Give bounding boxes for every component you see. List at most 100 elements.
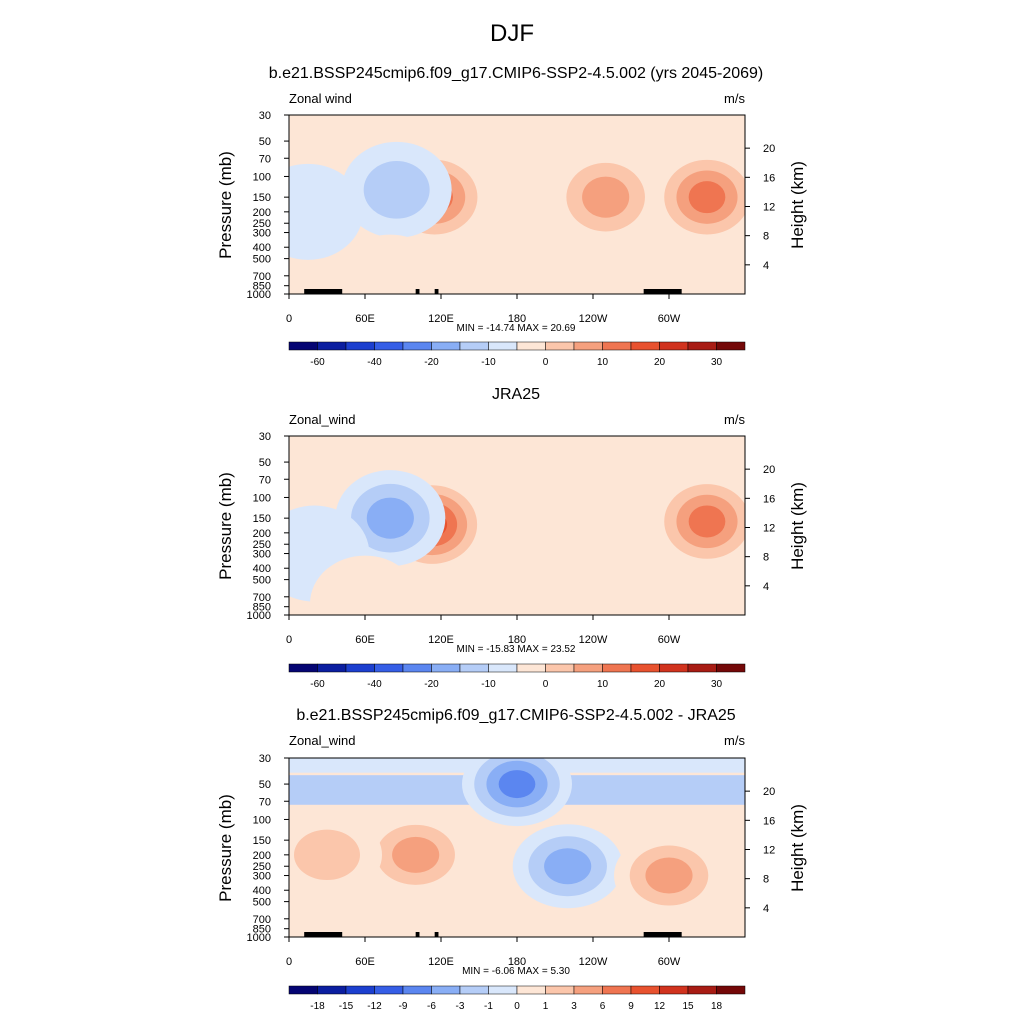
y-tick-label: 1000 <box>247 610 271 622</box>
y-tick-label: 100 <box>253 492 271 504</box>
y-tick-label: 30 <box>259 753 271 765</box>
contour-level <box>688 181 726 214</box>
x-axis: 0 60E 120E 180 120W 60W <box>286 615 681 646</box>
colorbar-swatch <box>459 663 489 673</box>
colorbar-label: -20 <box>424 357 439 368</box>
y2-axis: 20 16 12 8 4 <box>745 786 775 915</box>
colorbar-label: -40 <box>367 679 382 690</box>
y-tick-label: 70 <box>259 474 271 486</box>
colorbar-label: 30 <box>711 679 723 690</box>
colorbar-swatch <box>459 985 489 995</box>
colorbar-swatch <box>659 341 689 351</box>
y-tick-label: 50 <box>259 457 271 469</box>
y2-axis: 20 16 12 8 4 <box>745 143 775 272</box>
x-tick-label: 0 <box>286 634 292 646</box>
y-tick-label: 250 <box>253 218 271 230</box>
y-tick-label: 400 <box>253 885 271 897</box>
colorbar-label: 6 <box>600 1001 606 1012</box>
y2-axis-label: Height (km) <box>788 482 807 570</box>
colorbar-swatch <box>288 663 318 673</box>
contour-field <box>289 436 745 615</box>
y-tick-label: 30 <box>259 110 271 122</box>
contour-field <box>289 758 745 937</box>
contour-level <box>335 234 446 294</box>
y2-tick-label: 12 <box>763 522 775 534</box>
colorbar-swatch <box>659 663 689 673</box>
colorbar-label: -3 <box>456 1001 465 1012</box>
y2-tick-label: 4 <box>763 581 769 593</box>
colorbar-label: 10 <box>597 357 609 368</box>
y-tick-label: 300 <box>253 871 271 883</box>
y-tick-label: 150 <box>253 835 271 847</box>
x-tick-label: 120W <box>579 956 608 968</box>
y-tick-label: 30 <box>259 431 271 443</box>
y2-tick-label: 20 <box>763 143 775 155</box>
contour-level <box>392 836 440 873</box>
colorbar-swatch <box>288 985 318 995</box>
contour-field <box>289 115 745 294</box>
y-tick-label: 500 <box>253 254 271 266</box>
stats-label: MIN = -6.06 MAX = 5.30 <box>462 966 570 977</box>
colorbar-label: -15 <box>339 1001 354 1012</box>
colorbar-label: 30 <box>711 357 723 368</box>
x-tick-label: 120E <box>428 634 454 646</box>
colorbar-label: 18 <box>711 1001 723 1012</box>
y-axis-label: Pressure (mb) <box>216 151 235 259</box>
colorbar-swatch <box>459 341 489 351</box>
colorbar-swatch <box>573 985 603 995</box>
colorbar-label: -9 <box>399 1001 408 1012</box>
y-tick-label: 400 <box>253 242 271 254</box>
colorbar: -60 -40 -20 -10 0 10 20 30 <box>288 341 746 368</box>
y-tick-label: 200 <box>253 207 271 219</box>
y2-tick-label: 12 <box>763 201 775 213</box>
panel-title: b.e21.BSSP245cmip6.f09_g17.CMIP6-SSP2-4.… <box>296 707 735 724</box>
x-tick-label: 60W <box>658 634 681 646</box>
panel-difference: b.e21.BSSP245cmip6.f09_g17.CMIP6-SSP2-4.… <box>216 707 807 1012</box>
y2-tick-label: 16 <box>763 815 775 827</box>
colorbar: -60 -40 -20 -10 0 10 20 30 <box>288 663 746 690</box>
y-tick-label: 1000 <box>247 932 271 944</box>
terrain-mask <box>415 932 420 937</box>
colorbar-swatch <box>545 663 575 673</box>
colorbar-swatch <box>288 341 318 351</box>
panel-title: JRA25 <box>492 386 540 403</box>
colorbar-label: -60 <box>310 357 325 368</box>
x-axis: 0 60E 120E 180 120W 60W <box>286 937 681 968</box>
y-tick-label: 150 <box>253 513 271 525</box>
colorbar-swatch <box>317 341 347 351</box>
x-tick-label: 60E <box>355 313 375 325</box>
y2-axis: 20 16 12 8 4 <box>745 464 775 593</box>
y-tick-label: 850 <box>253 924 271 936</box>
y-tick-label: 1000 <box>247 289 271 301</box>
colorbar-swatch <box>602 341 632 351</box>
colorbar-swatch <box>602 663 632 673</box>
y-tick-label: 850 <box>253 602 271 614</box>
variable-label: Zonal wind <box>289 91 352 106</box>
y-tick-label: 150 <box>253 192 271 204</box>
colorbar-label: 3 <box>571 1001 577 1012</box>
units-label: m/s <box>724 412 745 427</box>
y-tick-label: 850 <box>253 281 271 293</box>
y-tick-label: 500 <box>253 897 271 909</box>
terrain-mask <box>434 932 439 937</box>
contour-level <box>366 497 414 539</box>
colorbar-swatch <box>630 663 660 673</box>
contour-level <box>688 505 726 538</box>
terrain-mask <box>314 932 334 937</box>
colorbar-label: 20 <box>654 357 666 368</box>
y-tick-label: 200 <box>253 528 271 540</box>
colorbar-swatch <box>402 985 432 995</box>
colorbar-label: 0 <box>543 357 549 368</box>
y-tick-label: 70 <box>259 796 271 808</box>
y-tick-label: 300 <box>253 228 271 240</box>
y-tick-label: 250 <box>253 539 271 551</box>
colorbar-swatch <box>659 985 689 995</box>
terrain-mask <box>434 289 439 294</box>
colorbar-swatch <box>687 341 717 351</box>
colorbar-swatch <box>317 663 347 673</box>
contour-level <box>538 234 648 294</box>
colorbar-swatch <box>545 341 575 351</box>
